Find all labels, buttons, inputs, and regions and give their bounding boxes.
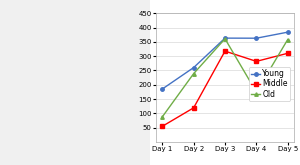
Old bbox=[286, 38, 290, 40]
Middle bbox=[286, 52, 290, 54]
Old bbox=[223, 38, 227, 40]
Legend: Young, Middle, Old: Young, Middle, Old bbox=[249, 67, 290, 101]
Young bbox=[286, 31, 290, 33]
Middle bbox=[160, 125, 164, 127]
Line: Middle: Middle bbox=[160, 49, 290, 128]
Old bbox=[160, 116, 164, 118]
Middle bbox=[192, 107, 195, 109]
Old bbox=[255, 91, 258, 93]
Young bbox=[160, 88, 164, 90]
Middle bbox=[255, 60, 258, 62]
Line: Young: Young bbox=[160, 30, 290, 91]
Old bbox=[192, 73, 195, 75]
Young bbox=[192, 67, 195, 69]
Young bbox=[255, 37, 258, 39]
Middle bbox=[223, 50, 227, 52]
Line: Old: Old bbox=[160, 37, 290, 119]
Young bbox=[223, 37, 227, 39]
